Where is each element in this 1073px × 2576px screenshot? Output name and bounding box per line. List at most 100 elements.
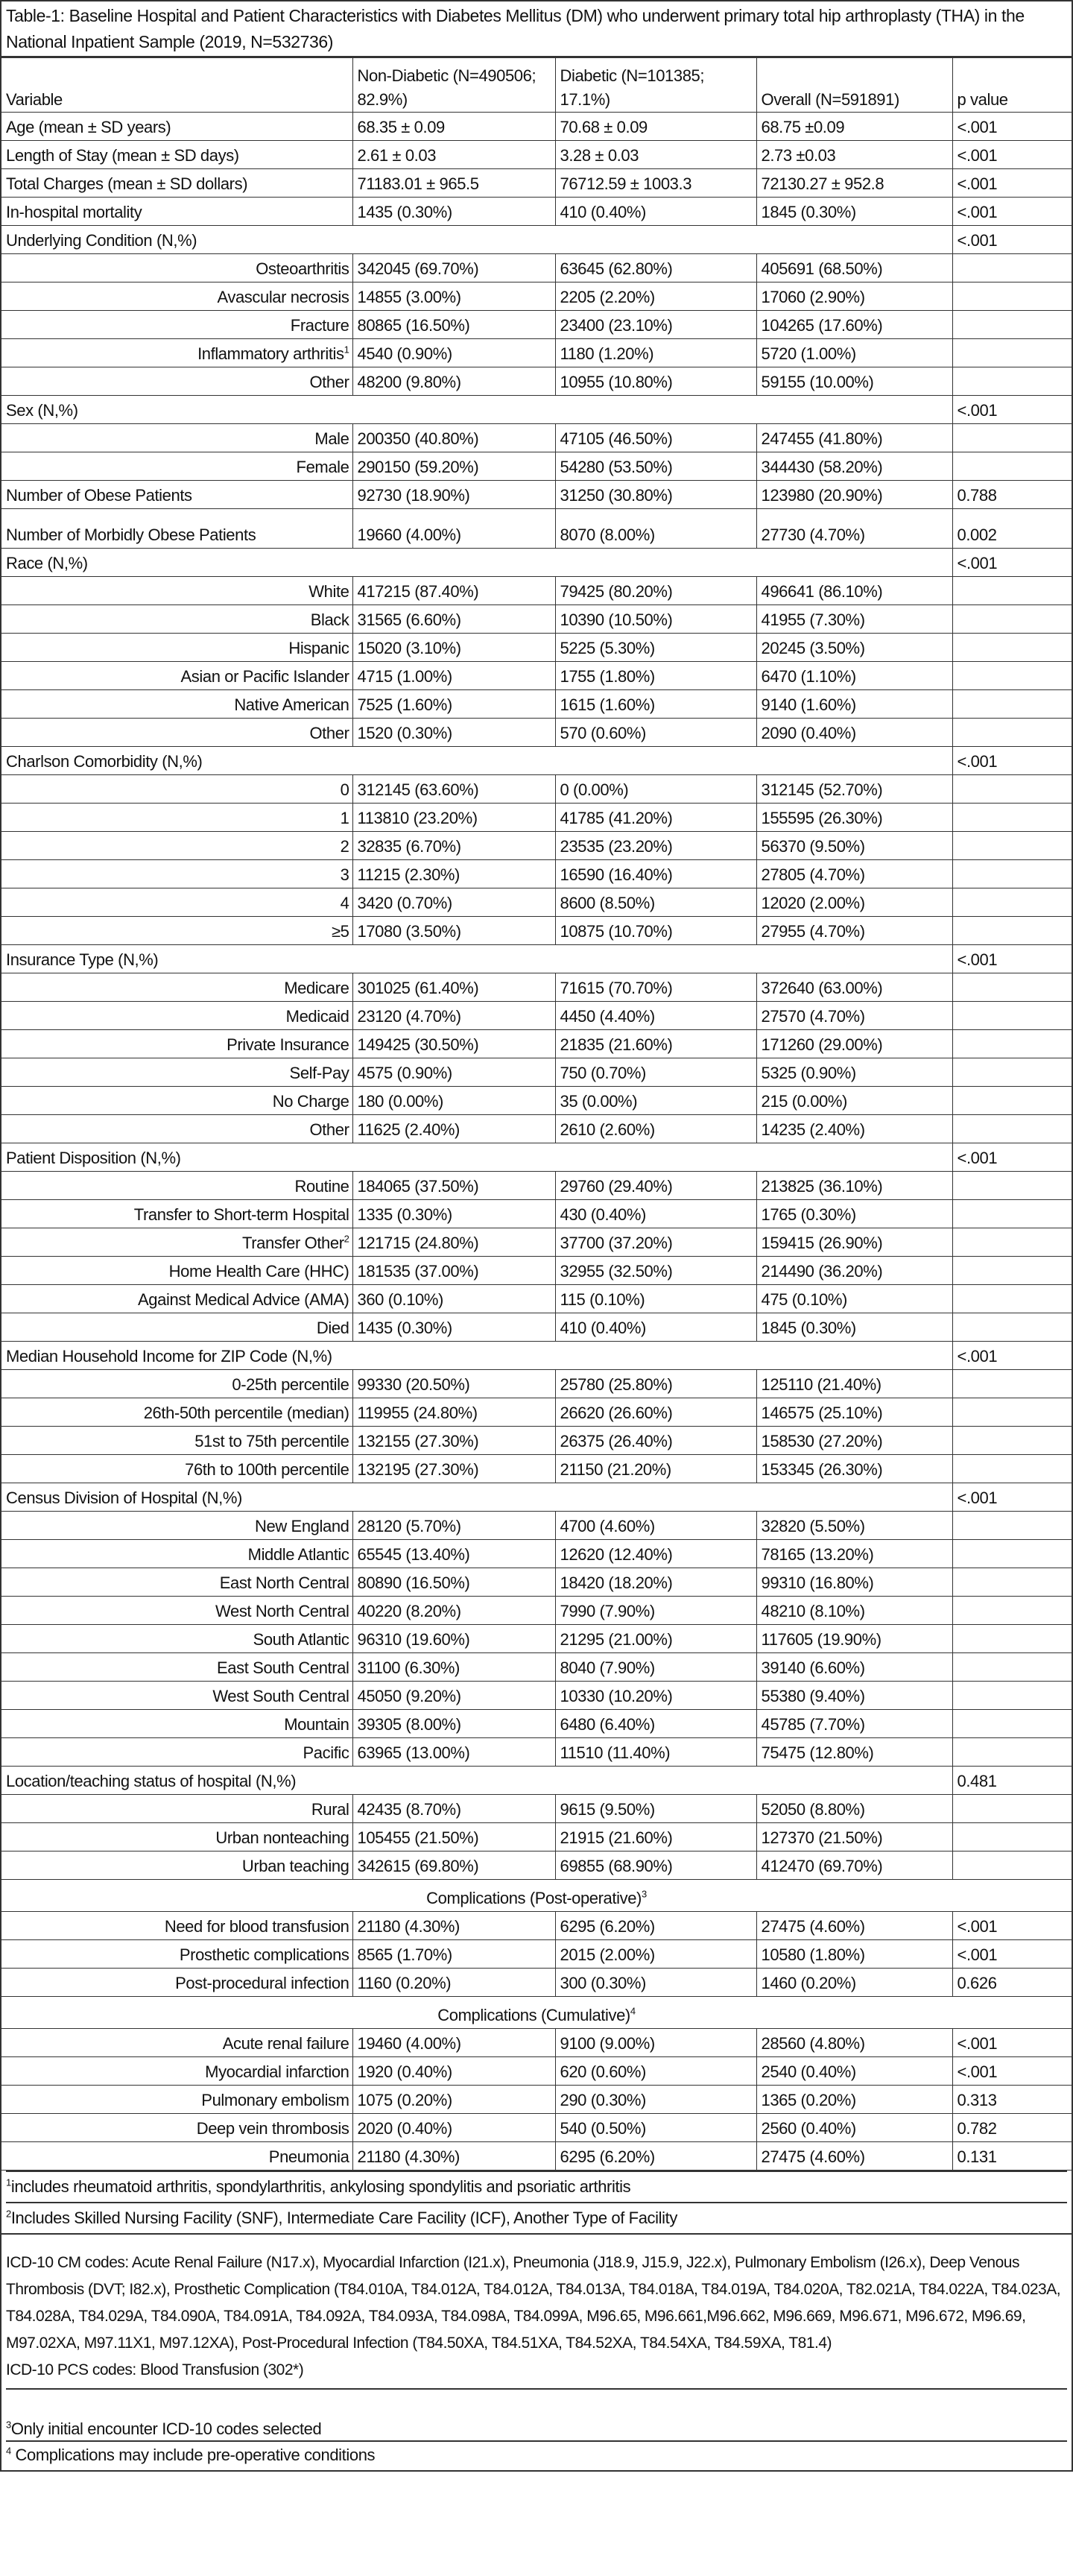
overall-cell: 41955 (7.30%) — [756, 604, 953, 634]
diabetic-cell-text: 410 (0.40%) — [560, 203, 647, 221]
variable-cell: 1 — [1, 803, 353, 832]
variable-cell-text: Deep vein thrombosis — [196, 2119, 349, 2138]
p-value-cell-text: 0.313 — [957, 2091, 997, 2109]
overall-cell-text: 27475 (4.60%) — [761, 2147, 866, 2166]
variable-cell-text: 76th to 100th percentile — [185, 1460, 349, 1479]
header-row: Variable Non-Diabetic (N=490506; 82.9%) … — [1, 57, 1072, 113]
diabetic-cell: 9100 (9.00%) — [554, 2028, 757, 2057]
overall-cell: 372640 (63.00%) — [756, 973, 953, 1002]
non-diabetic-cell-text: 45050 (9.20%) — [357, 1687, 462, 1705]
overall-cell-text: 75475 (12.80%) — [761, 1743, 874, 1762]
variable-cell-text: Urban teaching — [241, 1857, 349, 1875]
diabetic-cell: 540 (0.50%) — [554, 2113, 757, 2142]
p-value-cell: 0.002 — [952, 508, 1072, 549]
group-label: Complications (Cumulative)4 — [1, 1996, 1072, 2029]
variable-cell: East North Central — [1, 1568, 353, 1597]
diabetic-cell-text: 9615 (9.50%) — [560, 1800, 656, 1819]
variable-cell-text: Self-Pay — [289, 1064, 349, 1082]
p-value-cell — [952, 367, 1072, 396]
diabetic-cell: 23400 (23.10%) — [554, 310, 757, 339]
variable-cell-text: 26th-50th percentile (median) — [143, 1404, 349, 1422]
non-diabetic-cell: 23120 (4.70%) — [352, 1001, 556, 1030]
p-value-cell — [952, 1426, 1072, 1455]
diabetic-cell-text: 2205 (2.20%) — [560, 288, 656, 306]
overall-cell: 27475 (4.60%) — [756, 2141, 953, 2171]
table-row: 51st to 75th percentile 132155 (27.30%) 26… — [1, 1426, 1072, 1455]
variable-cell-text: Other — [309, 373, 349, 391]
overall-cell-text: 41955 (7.30%) — [761, 610, 866, 629]
non-diabetic-cell-text: 68.35 ± 0.09 — [357, 118, 446, 136]
table-row: Other 11625 (2.40%) 2610 (2.60%) 14235 (2.4… — [1, 1114, 1072, 1143]
table-row: Routine 184065 (37.50%) 29760 (29.40%) 2138… — [1, 1171, 1072, 1200]
diabetic-cell-text: 4700 (4.60%) — [560, 1517, 656, 1535]
p-value-cell-text: 0.782 — [957, 2119, 997, 2138]
overall-cell: 1845 (0.30%) — [756, 197, 953, 226]
variable-cell: No Charge — [1, 1086, 353, 1115]
non-diabetic-cell: 11625 (2.40%) — [352, 1114, 556, 1143]
diabetic-cell: 6480 (6.40%) — [554, 1709, 757, 1738]
p-value-cell — [952, 1029, 1072, 1058]
variable-cell-text: New England — [255, 1517, 349, 1535]
overall-cell: 59155 (10.00%) — [756, 367, 953, 396]
p-value-cell — [952, 1652, 1072, 1682]
diabetic-cell-text: 21835 (21.60%) — [560, 1035, 673, 1054]
non-diabetic-cell-text: 121715 (24.80%) — [357, 1234, 479, 1252]
overall-cell: 2560 (0.40%) — [756, 2113, 953, 2142]
non-diabetic-cell: 1435 (0.30%) — [352, 197, 556, 226]
p-value-cell — [952, 282, 1072, 311]
p-value-cell-text: <.001 — [957, 1149, 998, 1167]
table-row: Acute renal failure 19460 (4.00%) 9100 (9.… — [1, 2028, 1072, 2057]
overall-cell: 475 (0.10%) — [756, 1284, 953, 1313]
diabetic-cell: 25780 (25.80%) — [554, 1369, 757, 1398]
p-value-cell — [952, 1681, 1072, 1710]
non-diabetic-cell: 105455 (21.50%) — [352, 1822, 556, 1852]
variable-cell: Female — [1, 452, 353, 481]
p-value-cell: <.001 — [952, 197, 1072, 226]
table-row: Died 1435 (0.30%) 410 (0.40%) 1845 (0.30%) — [1, 1313, 1072, 1342]
variable-cell: Rural — [1, 1794, 353, 1823]
variable-cell: Private Insurance — [1, 1029, 353, 1058]
diabetic-cell: 570 (0.60%) — [554, 718, 757, 747]
non-diabetic-cell-text: 312145 (63.60%) — [357, 780, 479, 799]
variable-cell: Number of Morbidly Obese Patients — [1, 508, 353, 549]
characteristics-table: Variable Non-Diabetic (N=490506; 82.9%) … — [1, 57, 1072, 2171]
table-row: 26th-50th percentile (median) 119955 (24.… — [1, 1398, 1072, 1427]
variable-cell-text: South Atlantic — [253, 1630, 349, 1649]
overall-cell-text: 155595 (26.30%) — [761, 809, 883, 827]
p-value-cell: 0.481 — [952, 1766, 1072, 1795]
variable-cell: Osteoarthritis — [1, 253, 353, 282]
non-diabetic-cell-text: 417215 (87.40%) — [357, 582, 479, 601]
p-value-cell — [952, 1624, 1072, 1653]
variable-cell: Transfer Other2 — [1, 1228, 353, 1257]
table-row: Middle Atlantic 65545 (13.40%) 12620 (12.4… — [1, 1539, 1072, 1568]
non-diabetic-cell: 301025 (61.40%) — [352, 973, 556, 1002]
variable-cell-text: Avascular necrosis — [217, 288, 349, 306]
overall-cell: 159415 (26.90%) — [756, 1228, 953, 1257]
overall-cell: 127370 (21.50%) — [756, 1822, 953, 1852]
p-value-cell-text: <.001 — [957, 2034, 998, 2053]
p-value-cell: 0.782 — [952, 2113, 1072, 2142]
table-row: White 417215 (87.40%) 79425 (80.20%) 496641… — [1, 576, 1072, 605]
variable-cell: Other — [1, 367, 353, 396]
footnotes: 1includes rheumatoid arthritis, spondyla… — [1, 2171, 1072, 2472]
overall-cell: 99310 (16.80%) — [756, 1568, 953, 1597]
diabetic-cell-text: 41785 (41.20%) — [560, 809, 673, 827]
non-diabetic-cell: 200350 (40.80%) — [352, 423, 556, 452]
variable-cell-text: West North Central — [215, 1602, 349, 1620]
variable-cell-text: Osteoarthritis — [256, 259, 349, 278]
variable-cell: 51st to 75th percentile — [1, 1426, 353, 1455]
variable-cell-text: East South Central — [217, 1658, 349, 1677]
non-diabetic-cell-text: 105455 (21.50%) — [357, 1828, 479, 1847]
non-diabetic-cell-text: 1435 (0.30%) — [357, 1319, 453, 1337]
variable-cell: Urban nonteaching — [1, 1822, 353, 1852]
group-header-row: Complications (Post-operative)3 — [1, 1879, 1072, 1912]
table-row: 4 3420 (0.70%) 8600 (8.50%) 12020 (2.00%) — [1, 888, 1072, 917]
p-value-cell: <.001 — [952, 1341, 1072, 1370]
overall-cell-text: 123980 (20.90%) — [761, 486, 883, 505]
non-diabetic-cell-text: 3420 (0.70%) — [357, 894, 453, 912]
non-diabetic-cell: 15020 (3.10%) — [352, 633, 556, 662]
p-value-cell: <.001 — [952, 2056, 1072, 2086]
diabetic-cell: 430 (0.40%) — [554, 1199, 757, 1228]
overall-cell: 72130.27 ± 952.8 — [756, 168, 953, 198]
diabetic-cell: 18420 (18.20%) — [554, 1568, 757, 1597]
